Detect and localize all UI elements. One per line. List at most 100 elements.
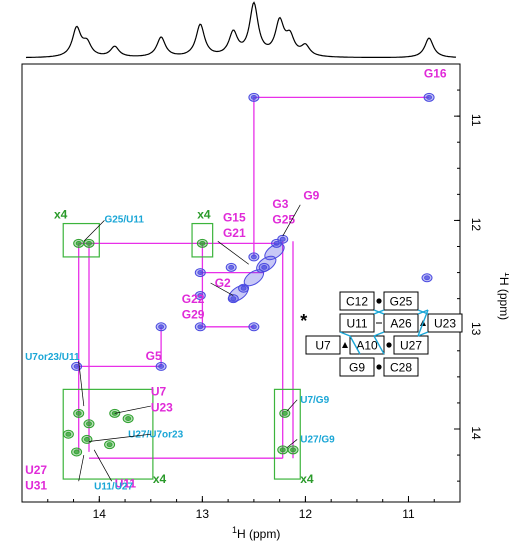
leader-line bbox=[286, 399, 298, 412]
peak-contour-inner bbox=[250, 94, 257, 100]
peak-contour-inner bbox=[65, 431, 72, 437]
cross-peak bbox=[73, 408, 85, 418]
diagonal-peak bbox=[228, 284, 249, 302]
y-tick-label: 14 bbox=[469, 426, 483, 440]
assignment-label: U27 bbox=[25, 463, 47, 477]
cross-peak bbox=[71, 447, 83, 457]
peak-contour-inner bbox=[261, 264, 268, 270]
x-tick-label: 11 bbox=[402, 507, 415, 521]
cross-peak bbox=[277, 445, 289, 455]
cross-peak bbox=[194, 268, 206, 278]
x-axis-ticks: 14 13 12 11 bbox=[47, 496, 435, 521]
leader-line bbox=[78, 361, 85, 407]
spectrum-line bbox=[25, 1, 457, 59]
cross-peak bbox=[71, 361, 83, 371]
pair-connector bbox=[373, 309, 385, 315]
cross-peak bbox=[248, 92, 260, 102]
peak-contour-inner bbox=[199, 240, 206, 246]
pair-connector bbox=[417, 309, 429, 337]
cross-peak bbox=[423, 92, 435, 102]
diagonal-peak bbox=[243, 269, 265, 287]
base-box-u7: U7 bbox=[305, 335, 341, 355]
cross-peak bbox=[196, 238, 208, 248]
base-label: C12 bbox=[346, 295, 368, 309]
peak-contour-inner bbox=[75, 410, 82, 416]
x-axis-label: 1H (ppm) bbox=[232, 525, 280, 541]
cross-peak bbox=[155, 361, 167, 371]
assignment-label: G16 bbox=[424, 67, 447, 81]
x-axis-label-superscript: 1 bbox=[232, 525, 237, 535]
x-tick-label: 12 bbox=[299, 507, 313, 521]
assignment-label: x4 bbox=[300, 472, 314, 486]
leader-line bbox=[217, 241, 249, 265]
assignment-label: G2 bbox=[215, 276, 231, 290]
pair-connector bbox=[349, 335, 361, 355]
peak-contour-inner bbox=[250, 254, 257, 260]
assignment-label: x4 bbox=[153, 472, 167, 486]
base-box-a10: A10 bbox=[349, 335, 385, 355]
base-label: U23 bbox=[434, 317, 456, 331]
base-box-frame bbox=[339, 357, 375, 377]
assignment-label: U23 bbox=[151, 400, 173, 414]
base-label: A26 bbox=[390, 317, 412, 331]
cross-peak bbox=[194, 291, 206, 301]
cross-peak bbox=[155, 322, 167, 332]
pair-connector bbox=[373, 335, 385, 355]
diagonal-peak bbox=[264, 243, 285, 261]
peak-contour-inner bbox=[279, 236, 286, 242]
assignment-label: G3 bbox=[272, 197, 288, 211]
cross-peak bbox=[248, 252, 260, 262]
pair-dot-mark bbox=[376, 298, 382, 304]
cross-peak bbox=[277, 234, 289, 244]
assignment-label: x4 bbox=[54, 207, 68, 221]
cross-peak bbox=[258, 262, 270, 272]
base-box-frame bbox=[427, 313, 463, 333]
assignment-label: G29 bbox=[182, 307, 205, 321]
base-box-frame bbox=[383, 313, 419, 333]
1d-spectrum-trace bbox=[25, 1, 457, 59]
base-label: U7 bbox=[315, 339, 331, 353]
y-axis-label: 1H (ppm) bbox=[497, 272, 509, 320]
assignment-label: * bbox=[300, 311, 307, 331]
assignment-label: G15 bbox=[223, 210, 246, 224]
base-box-u11: U11 bbox=[339, 313, 375, 333]
peak-contour-inner bbox=[73, 364, 80, 369]
peak-contour-inner bbox=[73, 449, 80, 455]
assignment-label: U27/U7or23 bbox=[128, 429, 183, 440]
leader-line bbox=[78, 455, 85, 482]
cross-peak bbox=[287, 445, 299, 455]
cross-peak bbox=[122, 414, 134, 424]
zoom-box bbox=[273, 388, 301, 480]
cross-peak bbox=[225, 262, 237, 272]
base-pairing-diagram: C12 G25 U11 A26 U23 U7 A10 U27 G9 C28 bbox=[305, 291, 463, 377]
base-box-g9: G9 bbox=[339, 357, 375, 377]
assignment-label: U7 bbox=[151, 385, 167, 399]
base-box-frame bbox=[383, 357, 419, 377]
cross-peak bbox=[104, 440, 116, 450]
base-label: U11 bbox=[346, 317, 367, 331]
x-axis-label-text: H (ppm) bbox=[237, 527, 280, 541]
base-box-a26: A26 bbox=[383, 313, 419, 333]
peak-contour-inner bbox=[197, 293, 204, 298]
peak-contour-inner bbox=[426, 94, 432, 100]
y-tick-label: 13 bbox=[469, 322, 483, 336]
peak-contour-inner bbox=[84, 437, 90, 442]
y-axis-label-superscript: 1 bbox=[503, 272, 509, 277]
cross-peak bbox=[81, 434, 93, 444]
assignment-label: G21 bbox=[223, 226, 246, 240]
peak-contour-inner bbox=[86, 421, 92, 427]
peak-contour-inner bbox=[240, 285, 247, 291]
assignment-label: G25/U11 bbox=[104, 215, 144, 226]
leader-line bbox=[93, 449, 112, 482]
base-box-frame bbox=[383, 291, 419, 311]
base-box-c12: C12 bbox=[339, 291, 375, 311]
peak-contour-inner bbox=[230, 296, 237, 302]
peak-contour-inner bbox=[279, 447, 286, 453]
y-axis-ticks: 11 12 13 14 bbox=[454, 89, 483, 482]
pair-connector bbox=[339, 331, 351, 337]
leader-line bbox=[210, 282, 234, 296]
peak-contour-inner bbox=[228, 264, 235, 270]
base-label: G25 bbox=[390, 295, 413, 309]
peak-contour-inner bbox=[158, 364, 165, 369]
